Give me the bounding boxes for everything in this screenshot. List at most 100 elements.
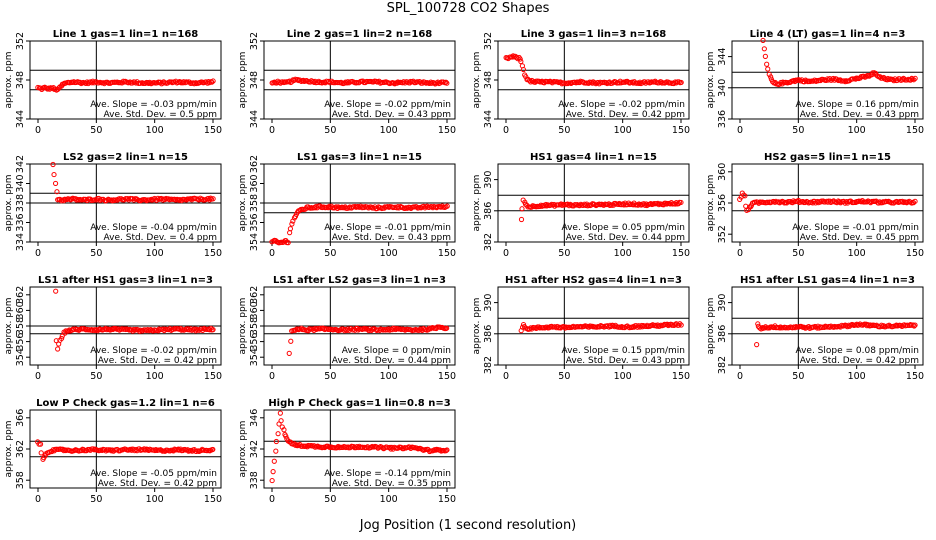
data-point [53, 338, 59, 344]
y-tick-label: 360 [249, 174, 260, 192]
x-tick-label: 150 [438, 125, 456, 136]
panel-title: LS1 gas=3 lin=1 n=15 [297, 152, 422, 163]
stats-slope: Ave. Slope = 0.05 ppm/min [561, 223, 685, 233]
chart-panel-1: Line 1 gas=1 lin=1 n=168 0 50 100 150 344 348 3… [4, 29, 222, 136]
data-point [548, 323, 555, 329]
data-point [826, 323, 832, 330]
data-point [269, 477, 275, 484]
panel-title: Line 3 gas=1 lin=3 n=168 [521, 29, 667, 40]
y-tick-label: 352 [483, 32, 494, 50]
x-tick-label: 100 [146, 248, 164, 259]
data-point [145, 80, 152, 86]
panel-title: Line 1 gas=1 lin=1 n=168 [53, 29, 199, 40]
data-point [50, 161, 56, 168]
data-point [287, 230, 293, 236]
data-point [278, 418, 284, 424]
panel-title: High P Check gas=1 lin=0.8 n=3 [268, 398, 450, 409]
data-point [285, 240, 291, 246]
data-point [580, 79, 586, 85]
stats-std-dev: Ave. Std. Dev. = 0.43 ppm [332, 110, 451, 120]
x-tick-label: 100 [380, 248, 398, 259]
data-point [655, 200, 661, 207]
data-point [519, 206, 525, 212]
y-tick-label: 358 [249, 194, 260, 212]
y-tick-label: 386 [483, 325, 494, 343]
y-axis-label: approx. ppm [706, 175, 716, 232]
data-point [576, 203, 583, 209]
data-point [518, 58, 524, 65]
data-point [911, 77, 917, 83]
data-point [768, 74, 774, 80]
y-tick-label: 390 [483, 294, 494, 312]
x-tick-label: 100 [848, 248, 866, 259]
y-tick-label: 356 [717, 194, 728, 212]
y-tick-label: 344 [15, 110, 26, 128]
x-tick-label: 0 [503, 125, 509, 136]
x-tick-label: 150 [438, 494, 456, 505]
y-axis-label: approx. ppm [238, 52, 248, 109]
plot-frame [731, 40, 924, 120]
panel-title: Line 4 (LT) gas=1 lin=4 n=3 [750, 29, 906, 40]
data-point [190, 80, 196, 86]
data-point [59, 333, 65, 339]
y-tick-label: 354 [249, 233, 260, 251]
data-point [165, 196, 172, 202]
data-point [300, 77, 306, 83]
data-point [434, 204, 440, 210]
data-point [88, 197, 94, 203]
x-tick-label: 0 [737, 248, 743, 259]
x-tick-label: 100 [146, 371, 164, 382]
data-point [210, 196, 216, 202]
data-point [210, 78, 216, 84]
stats-std-dev: Ave. Std. Dev. = 0.42 ppm [800, 356, 919, 366]
data-point [145, 326, 151, 333]
y-tick-label: 386 [483, 202, 494, 220]
x-tick-label: 0 [269, 248, 275, 259]
x-tick-label: 0 [269, 494, 275, 505]
x-tick-label: 50 [324, 125, 336, 136]
y-tick-label: 390 [717, 294, 728, 312]
y-tick-label: 342 [15, 155, 26, 173]
data-point [818, 198, 825, 204]
data-point [106, 447, 112, 453]
data-point [385, 327, 391, 333]
y-tick-label: 334 [15, 233, 26, 251]
data-point [675, 201, 682, 207]
x-tick-label: 50 [324, 248, 336, 259]
data-point [762, 53, 768, 59]
data-point [444, 325, 450, 331]
data-point [431, 80, 437, 86]
panel-title: Line 2 gas=1 lin=2 n=168 [287, 29, 433, 40]
data-point [912, 322, 918, 328]
data-point [664, 321, 670, 327]
y-tick-label: 360 [15, 301, 26, 319]
data-point [444, 203, 450, 209]
data-point [361, 325, 368, 332]
stats-std-dev: Ave. Std. Dev. = 0.43 ppm [800, 110, 919, 120]
y-tick-label: 358 [15, 471, 26, 489]
data-point [37, 441, 44, 447]
data-point [210, 327, 216, 333]
x-tick-label: 0 [35, 494, 41, 505]
y-tick-label: 382 [483, 356, 494, 374]
data-point [444, 447, 450, 453]
data-point [437, 447, 443, 453]
x-tick-label: 50 [324, 371, 336, 382]
panel-title: HS1 gas=4 lin=1 n=15 [530, 152, 657, 163]
y-tick-label: 352 [249, 32, 260, 50]
data-point [207, 327, 213, 333]
y-tick-label: 382 [483, 233, 494, 251]
data-point [645, 79, 652, 85]
data-point [141, 446, 147, 452]
stats-slope: Ave. Slope = -0.01 ppm/min [324, 223, 451, 233]
data-point [556, 325, 562, 331]
x-tick-label: 100 [380, 371, 398, 382]
y-tick-label: 382 [717, 356, 728, 374]
data-point [906, 322, 913, 328]
stats-slope: Ave. Slope = -0.14 ppm/min [324, 469, 451, 479]
stats-std-dev: Ave. Std. Dev. = 0.35 ppm [332, 479, 451, 489]
data-point [277, 410, 283, 416]
y-tick-label: 338 [15, 194, 26, 212]
data-point [273, 448, 279, 454]
x-tick-label: 100 [380, 494, 398, 505]
